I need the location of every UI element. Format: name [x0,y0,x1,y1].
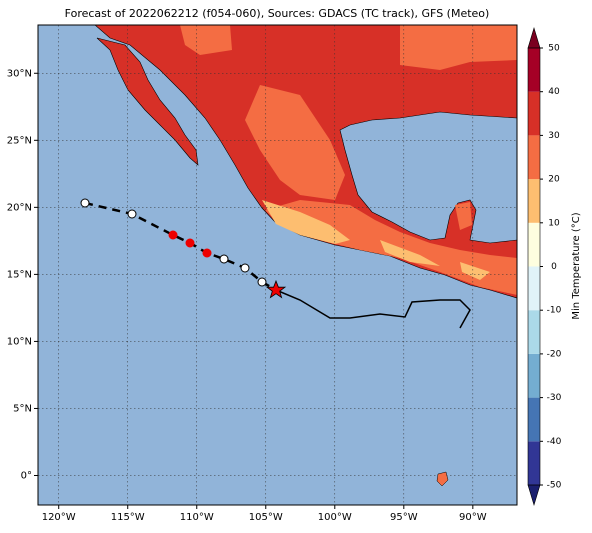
x-tick-label: 115°W [111,512,145,523]
colorbar-tick-label: 10 [548,218,560,228]
colorbar-tick-label: 40 [548,87,560,97]
hot-region [262,200,490,280]
colorbar-band [528,222,540,267]
axes: 120°W 115°W 110°W 105°W 100°W 95°W 90°W 0° 5°N 10… [7,68,487,523]
y-tick-label: 5°N [13,403,32,414]
colorbar-band [528,135,540,180]
x-tick-label: 100°W [318,512,352,523]
warm-region [180,25,517,295]
x-tick-label: 110°W [180,512,214,523]
storm-symbol [240,263,250,273]
storm-symbol [80,198,90,208]
storm-symbol [202,248,212,258]
colorbar-tick-label: 0 [551,262,557,272]
colorbar-band [528,179,540,223]
storm-symbol [127,209,137,219]
colorbar-band [528,441,540,485]
y-tick-label: 10°N [7,336,32,347]
storm-symbols [80,198,267,287]
colorbar-band [528,48,540,92]
storm-symbol [257,277,267,287]
storm-symbol [168,230,178,240]
colorbar-band [528,266,540,311]
title: Forecast of 2022062212 (f054-060), Sourc… [65,7,490,20]
map-area [38,25,517,505]
colorbar-label: Min Temperature (°C) [571,212,582,319]
y-tick-label: 15°N [7,269,32,280]
colorbar-band [528,353,540,398]
colorbar-band [528,91,540,136]
colorbar-tick-label: 30 [548,131,560,141]
x-tick-label: 90°W [459,512,487,523]
y-tick-label: 20°N [7,202,32,213]
baja-california [96,37,199,166]
colorbar-tick-label: -50 [547,481,562,491]
map-frame [37,24,518,506]
x-tick-label: 105°W [249,512,283,523]
current-position [265,279,287,299]
colorbar-tick-label: 20 [548,175,560,185]
colorbar-band [528,397,540,442]
colorbar-under [527,484,541,507]
y-tick-label: 0° [21,471,32,482]
colorbar-tick-label: -10 [547,306,562,316]
storm-symbol [219,254,229,264]
gridlines [38,25,517,505]
track-past [275,289,471,329]
colorbar-tick-label: 50 [548,44,560,54]
y-tick-label: 30°N [7,68,32,79]
colorbar-tick-label: -20 [547,349,562,359]
x-tick-label: 120°W [42,512,76,523]
colorbar: -50 -40 -30 -20 -10 0 10 20 30 40 50 [527,26,562,507]
storm-symbol [185,238,195,248]
colorbar-tick-label: -40 [547,437,562,447]
y-tick-label: 25°N [7,135,32,146]
colorbar-band [528,310,540,354]
x-tick-label: 95°W [390,512,418,523]
galapagos [436,471,449,487]
colorbar-tick-label: -30 [547,393,562,403]
colorbar-over [527,26,541,49]
